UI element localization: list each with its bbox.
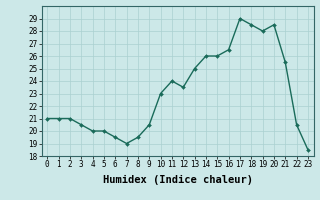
- X-axis label: Humidex (Indice chaleur): Humidex (Indice chaleur): [103, 175, 252, 185]
